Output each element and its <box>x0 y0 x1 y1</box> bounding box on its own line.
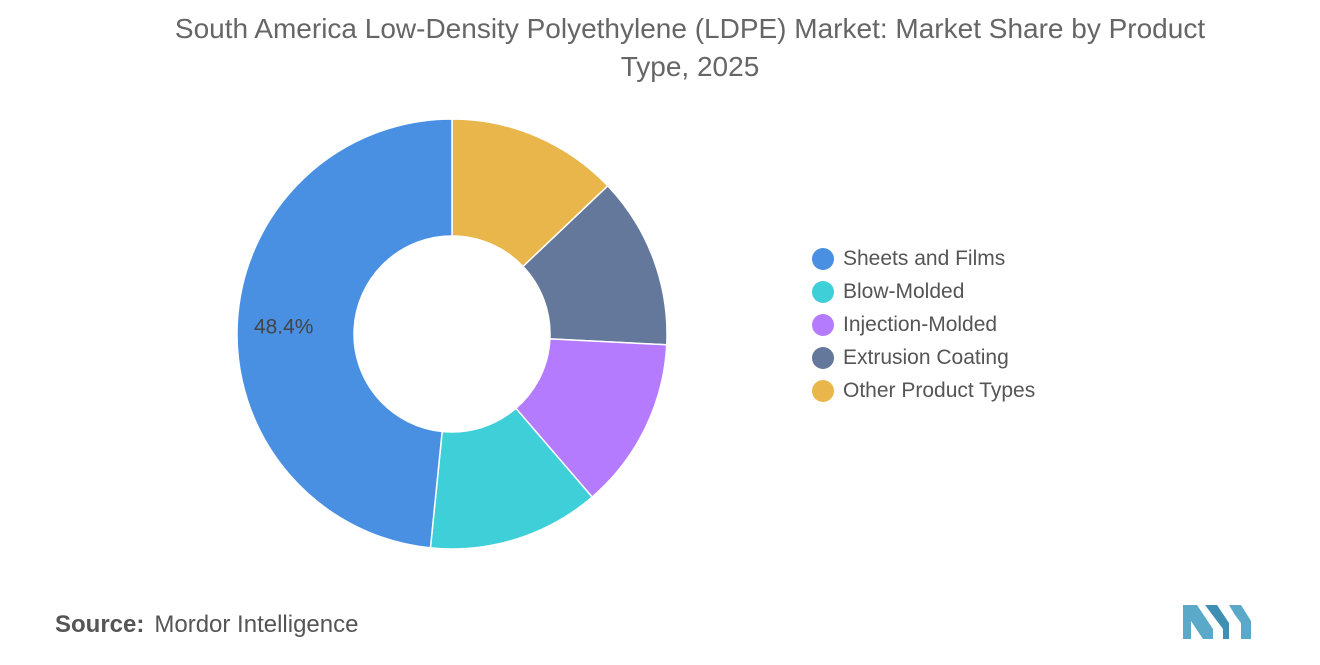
legend-swatch <box>812 247 834 270</box>
legend-label: Blow-Molded <box>843 279 965 303</box>
legend: Sheets and Films Blow-Molded Injection-M… <box>812 242 1035 407</box>
legend-swatch <box>812 280 834 303</box>
legend-swatch <box>812 346 834 369</box>
legend-item-sheets-and-films: Sheets and Films <box>812 242 1035 275</box>
source-value: Mordor Intelligence <box>154 611 359 638</box>
legend-swatch <box>812 313 834 336</box>
slice-other-product-types <box>451 118 609 268</box>
legend-label: Extrusion Coating <box>843 345 1009 369</box>
slice-sheets-and-films <box>236 118 453 549</box>
legend-item-other-product-types: Other Product Types <box>812 374 1035 407</box>
legend-item-extrusion-coating: Extrusion Coating <box>812 341 1035 374</box>
legend-item-injection-molded: Injection-Molded <box>812 308 1035 341</box>
slice-blow-molded <box>429 407 594 550</box>
source-note: Source: Mordor Intelligence <box>55 611 358 639</box>
legend-label: Sheets and Films <box>843 246 1006 270</box>
legend-label: Other Product Types <box>843 378 1036 402</box>
legend-swatch <box>812 379 834 402</box>
source-label: Source: <box>55 611 145 638</box>
legend-item-blow-molded: Blow-Molded <box>812 275 1035 308</box>
data-label-sheets-and-films: 48.4% <box>254 316 314 339</box>
mordor-intelligence-logo <box>1183 605 1251 639</box>
slice-extrusion-coating <box>521 184 668 346</box>
slice-injection-molded <box>514 338 668 499</box>
chart-title: South America Low-Density Polyethylene (… <box>174 13 1206 82</box>
legend-label: Injection-Molded <box>843 312 998 336</box>
